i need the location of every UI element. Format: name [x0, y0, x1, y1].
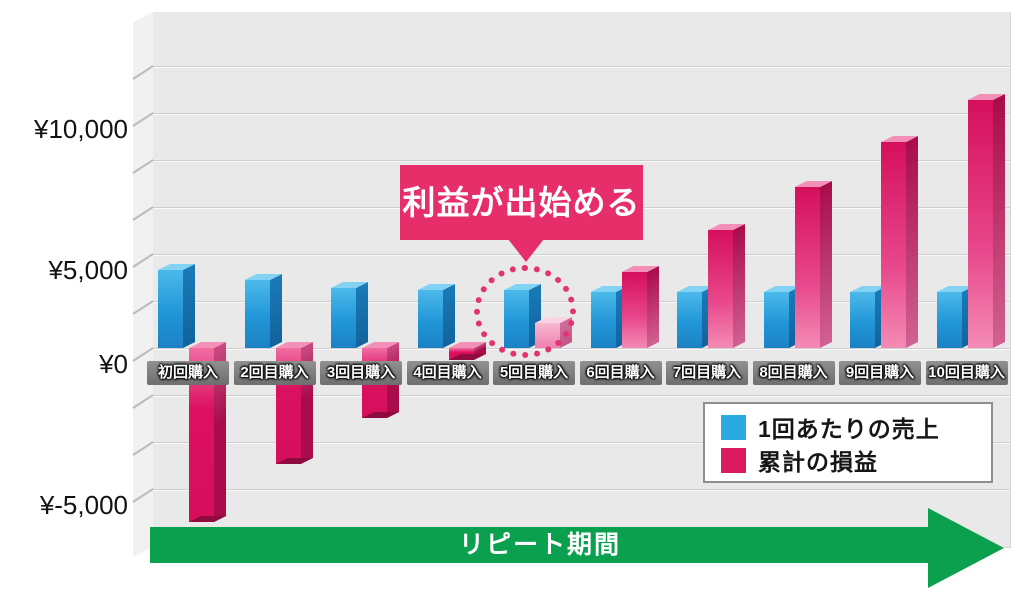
gridline — [153, 113, 1010, 114]
y-axis-label: ¥-5,000 — [39, 490, 128, 520]
repeat-period-label: リピート期間 — [458, 531, 621, 559]
bar-sales — [331, 281, 368, 348]
gridline — [153, 66, 1010, 67]
legend: 1回あたりの売上 累計の損益 — [703, 402, 993, 483]
category-label: 2回目購入 — [233, 361, 316, 385]
bar-side-face — [356, 281, 368, 348]
bar-front-face — [881, 142, 906, 348]
bar-front-face — [590, 292, 616, 348]
gridline — [153, 395, 1010, 396]
bar-front-face — [417, 290, 443, 348]
bar-front-face — [677, 292, 702, 348]
bar-side-face — [442, 283, 455, 348]
bar-top-face — [244, 274, 282, 280]
bar-side-face — [183, 263, 195, 348]
gridline — [153, 254, 1010, 255]
bar-sales — [417, 283, 455, 348]
bar-front-face — [708, 230, 733, 348]
bar-top-face — [850, 286, 887, 292]
repeat-period-arrow: リピート期間 — [150, 527, 930, 563]
bar-top-face — [708, 224, 745, 230]
gridline — [153, 348, 1010, 349]
category-label: 4回目購入 — [406, 361, 489, 385]
gridline — [153, 301, 1010, 302]
bar-side-face — [733, 223, 745, 348]
bar-top-face — [417, 284, 455, 290]
bar-top-face — [158, 264, 195, 270]
bar-side-face — [269, 273, 282, 348]
bar-front-face — [850, 292, 875, 348]
legend-swatch-sales — [721, 414, 746, 440]
category-label: 8回目購入 — [752, 361, 835, 385]
category-label: 6回目購入 — [579, 361, 662, 385]
callout-bubble: 利益が出始める — [400, 165, 643, 240]
bar-top-face — [967, 94, 1005, 100]
bar-sales — [158, 263, 195, 348]
bar-top-face — [621, 266, 659, 272]
category-label: 3回目購入 — [320, 361, 402, 385]
bar-front-face — [936, 292, 962, 348]
bar-sales — [763, 285, 801, 348]
legend-swatch-cumulative — [721, 447, 746, 473]
bar-bottom-face — [189, 516, 226, 522]
callout-text: 利益が出始める — [402, 184, 641, 221]
gridline — [153, 442, 1010, 443]
bar-front-face — [244, 280, 270, 348]
bar-top-face — [362, 342, 399, 348]
category-label: 7回目購入 — [666, 361, 748, 385]
bar-front-face — [967, 100, 993, 348]
bar-front-face — [763, 292, 789, 348]
bar-cumulative — [967, 93, 1005, 348]
legend-label-sales: 1回あたりの売上 — [758, 416, 940, 442]
bar-top-face — [331, 282, 368, 288]
bar-sales — [850, 285, 887, 348]
bar-top-face — [590, 286, 628, 292]
bar-side-face — [819, 180, 832, 348]
bar-cumulative — [448, 341, 486, 366]
bar-bottom-face — [275, 458, 313, 464]
bar-cumulative — [881, 135, 918, 348]
y-axis-label: ¥0 — [99, 349, 128, 379]
bar-bottom-face — [362, 412, 399, 418]
bar-front-face — [158, 270, 183, 348]
legend-label-cumulative: 累計の損益 — [758, 449, 878, 475]
gridline — [153, 160, 1010, 161]
bar-side-face — [906, 135, 918, 348]
bar-top-face — [881, 136, 918, 142]
bar-top-face — [794, 181, 832, 187]
category-label: 初回購入 — [147, 361, 229, 385]
legend-item-cumulative: 累計の損益 — [721, 444, 991, 476]
bar-front-face — [621, 272, 647, 348]
bar-cumulative — [621, 265, 659, 348]
y-axis-label: ¥5,000 — [48, 255, 128, 285]
category-label: 9回目購入 — [839, 361, 921, 385]
category-label: 5回目購入 — [493, 361, 575, 385]
bar-top-face — [763, 286, 801, 292]
plot-left-wall — [133, 12, 153, 557]
highlight-circle — [474, 265, 576, 358]
bar-side-face — [992, 93, 1005, 348]
bar-top-face — [448, 342, 486, 348]
gridline — [153, 489, 1010, 490]
bar-sales — [677, 285, 714, 348]
bar-top-face — [275, 342, 313, 348]
bar-cumulative — [794, 180, 832, 348]
bar-top-face — [936, 286, 974, 292]
bar-sales — [590, 285, 628, 348]
bar-sales — [936, 285, 974, 348]
category-label: 10回目購入 — [925, 361, 1008, 385]
bar-cumulative — [708, 223, 745, 348]
legend-item-sales: 1回あたりの売上 — [721, 411, 991, 443]
bar-front-face — [794, 187, 820, 348]
bar-bottom-face — [448, 354, 486, 360]
bar-top-face — [189, 342, 226, 348]
bar-side-face — [646, 265, 659, 348]
y-axis-label: ¥10,000 — [34, 114, 128, 144]
bar-top-face — [677, 286, 714, 292]
bar-front-face — [331, 288, 356, 348]
bar-sales — [244, 273, 282, 348]
